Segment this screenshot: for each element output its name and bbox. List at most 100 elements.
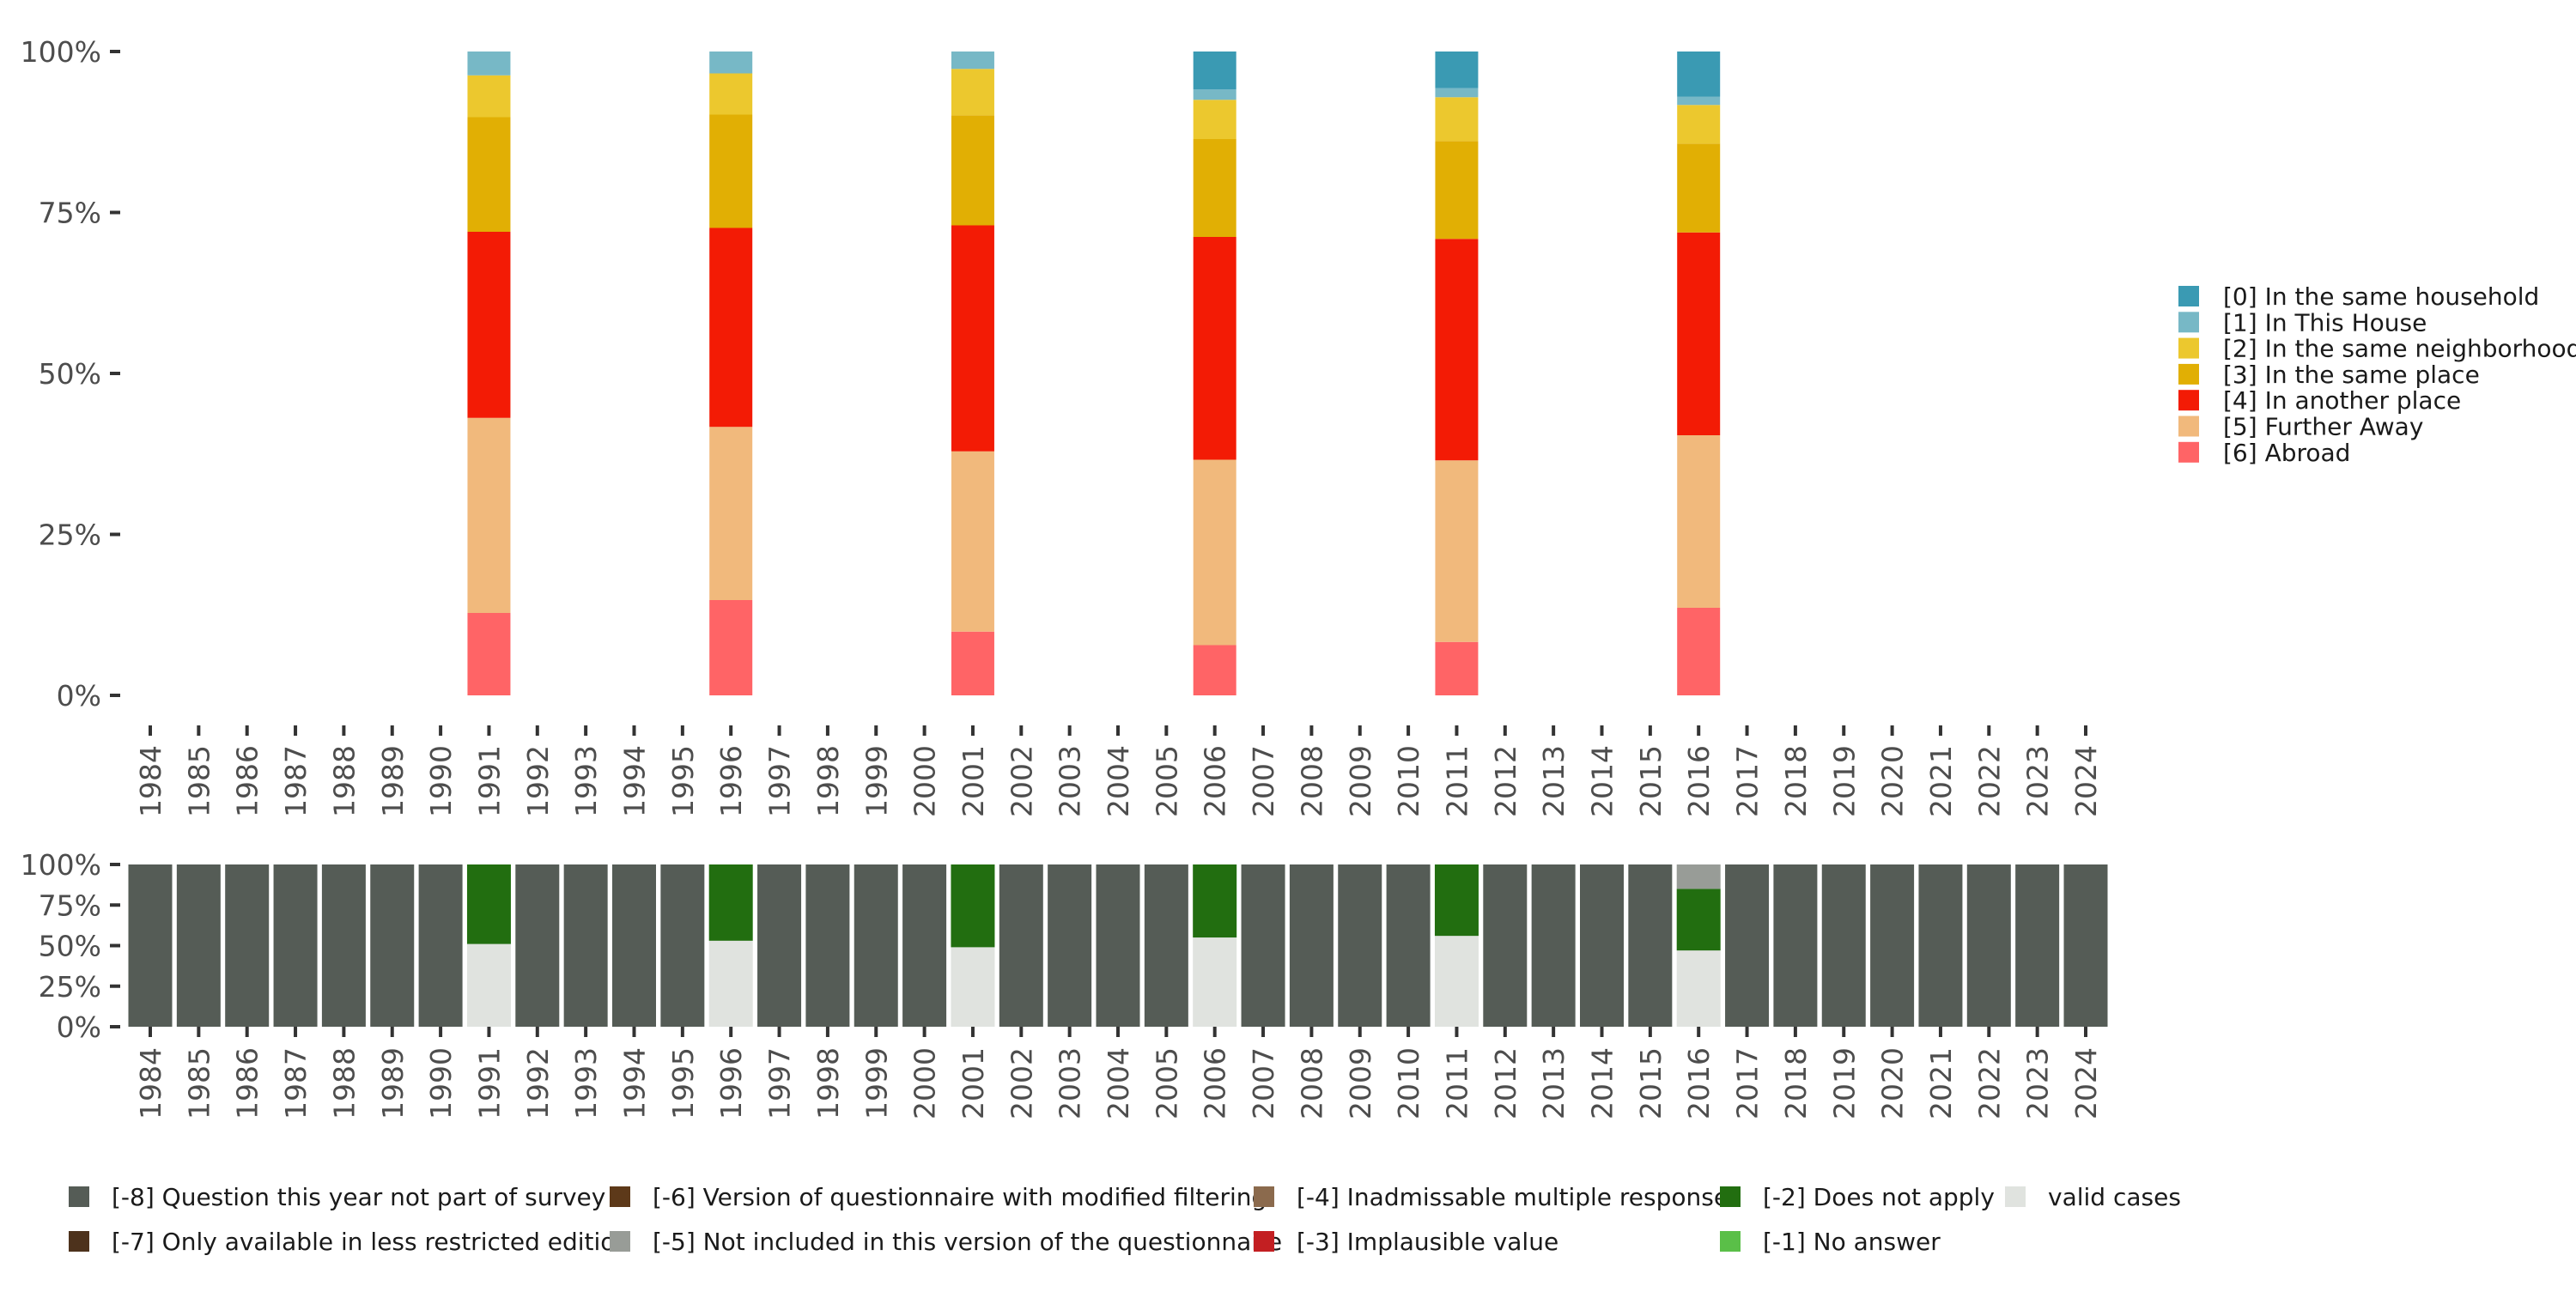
top-x-tick-label: 2005 (1150, 745, 1183, 817)
bottom-x-tick-label: 2014 (1586, 1047, 1619, 1119)
top-bar-segment (467, 52, 511, 76)
bottom-bar-segment (563, 864, 608, 1027)
bottom-legend-swatch (69, 1231, 89, 1252)
top-legend-label: [0] In the same household (2223, 282, 2539, 311)
bottom-bar-segment (176, 864, 221, 1027)
bottom-bar-segment (1966, 864, 2011, 1027)
bottom-legend-label: [-2] Does not apply (1763, 1183, 1995, 1211)
top-x-tick-label: 2001 (957, 745, 990, 817)
bottom-legend-swatch (1720, 1186, 1741, 1207)
top-bar-segment (1193, 89, 1236, 100)
top-bar-segment (709, 427, 753, 600)
top-bar-segment (467, 417, 511, 613)
top-bar-segment (467, 613, 511, 695)
bottom-bar-segment (1434, 936, 1479, 1027)
top-legend-label: [1] In This House (2223, 308, 2427, 337)
top-x-tick-label: 1999 (860, 745, 893, 817)
bottom-x-tick-label: 2010 (1392, 1047, 1425, 1119)
top-x-tick-label: 2018 (1779, 745, 1813, 817)
bottom-bar-segment (1676, 864, 1721, 889)
top-bar-segment (1193, 645, 1236, 695)
top-x-tick-label: 2014 (1586, 745, 1619, 817)
top-legend-swatch (2178, 441, 2199, 463)
top-bar-segment (709, 73, 753, 115)
top-x-tick-label: 2017 (1731, 745, 1765, 817)
bottom-bar-segment (708, 940, 753, 1027)
bottom-bar-segment (805, 864, 850, 1027)
top-bar-segment (1677, 105, 1721, 144)
bottom-y-tick-label: 50% (39, 930, 101, 963)
top-bar-segment (1435, 460, 1479, 642)
top-bar-segment (1677, 96, 1721, 106)
top-bar-segment (1193, 100, 1236, 139)
top-legend-swatch (2178, 390, 2199, 411)
bottom-legend-label: [-5] Not included in this version of the… (653, 1228, 1282, 1256)
top-legend-swatch (2178, 337, 2199, 359)
top-bar-segment (1193, 459, 1236, 646)
bottom-bar-segment (466, 943, 511, 1027)
bottom-x-tick-label: 2006 (1199, 1047, 1232, 1119)
bottom-legend-label: [-1] No answer (1763, 1228, 1941, 1256)
bottom-bar-segment (1386, 864, 1431, 1027)
bottom-x-tick-label: 1995 (666, 1047, 700, 1119)
bottom-bar-segment (1338, 864, 1382, 1027)
top-y-tick-label: 75% (39, 197, 101, 230)
bottom-legend-swatch (1254, 1186, 1274, 1207)
top-x-tick-label: 2024 (2069, 745, 2103, 817)
bottom-legend-label: [-4] Inadmissable multiple response (1297, 1183, 1728, 1211)
bottom-bar-segment (128, 864, 173, 1027)
bottom-bar-segment (466, 864, 511, 944)
bottom-legend-swatch (1254, 1231, 1274, 1252)
top-x-tick-label: 2010 (1392, 745, 1425, 817)
bottom-bar-segment (321, 864, 366, 1027)
bottom-bar-segment (1725, 864, 1770, 1027)
bottom-bar-segment (1193, 937, 1237, 1027)
bottom-bar-segment (370, 864, 415, 1027)
bottom-legend-swatch (610, 1186, 630, 1207)
bottom-bar-segment (999, 864, 1043, 1027)
top-x-tick-label: 2015 (1634, 745, 1668, 817)
bottom-x-tick-label: 2017 (1731, 1047, 1765, 1119)
top-bar-segment (951, 69, 994, 116)
top-legend-label: [2] In the same neighborhood (2223, 335, 2576, 363)
top-bar-segment (709, 600, 753, 695)
bottom-bar-segment (1434, 864, 1479, 937)
bottom-x-tick-label: 2005 (1150, 1047, 1183, 1119)
bottom-bar-segment (2063, 864, 2108, 1027)
top-bar-segment (1677, 608, 1721, 695)
bottom-bar-segment (1580, 864, 1624, 1027)
top-x-tick-label: 2019 (1827, 745, 1861, 817)
top-x-tick-label: 2007 (1247, 745, 1280, 817)
bottom-x-tick-label: 1991 (472, 1047, 506, 1119)
top-bar-segment (951, 52, 994, 70)
top-x-tick-label: 2023 (2021, 745, 2055, 817)
top-x-tick-label: 1989 (376, 745, 410, 817)
bottom-legend-label: [-8] Question this year not part of surv… (112, 1183, 605, 1211)
bottom-bar-segment (1096, 864, 1140, 1027)
top-x-tick-label: 1996 (714, 745, 748, 817)
top-x-tick-label: 2020 (1876, 745, 1910, 817)
bottom-bar-segment (1048, 864, 1092, 1027)
top-bar-segment (1435, 88, 1479, 98)
bottom-x-tick-label: 2018 (1779, 1047, 1813, 1119)
bottom-x-tick-label: 2019 (1827, 1047, 1861, 1119)
top-bar-segment (709, 227, 753, 428)
bottom-bar-segment (902, 864, 947, 1027)
bottom-bar-segment (854, 864, 898, 1027)
top-bar-segment (1193, 237, 1236, 460)
bottom-x-tick-label: 1985 (182, 1047, 216, 1119)
bottom-bar-segment (1483, 864, 1528, 1027)
top-bar-segment (1193, 52, 1236, 90)
top-bar-segment (1677, 52, 1721, 97)
top-x-tick-label: 1991 (472, 745, 506, 817)
bottom-x-tick-label: 1987 (279, 1047, 313, 1119)
bottom-bar-segment (273, 864, 318, 1027)
top-x-tick-label: 2003 (1054, 745, 1087, 817)
bottom-bar-segment (951, 864, 995, 948)
bottom-x-tick-label: 2000 (908, 1047, 942, 1119)
top-legend-swatch (2178, 363, 2199, 385)
top-y-tick-label: 50% (39, 357, 101, 391)
bottom-legend-swatch (610, 1231, 630, 1252)
bottom-bar-segment (515, 864, 560, 1027)
